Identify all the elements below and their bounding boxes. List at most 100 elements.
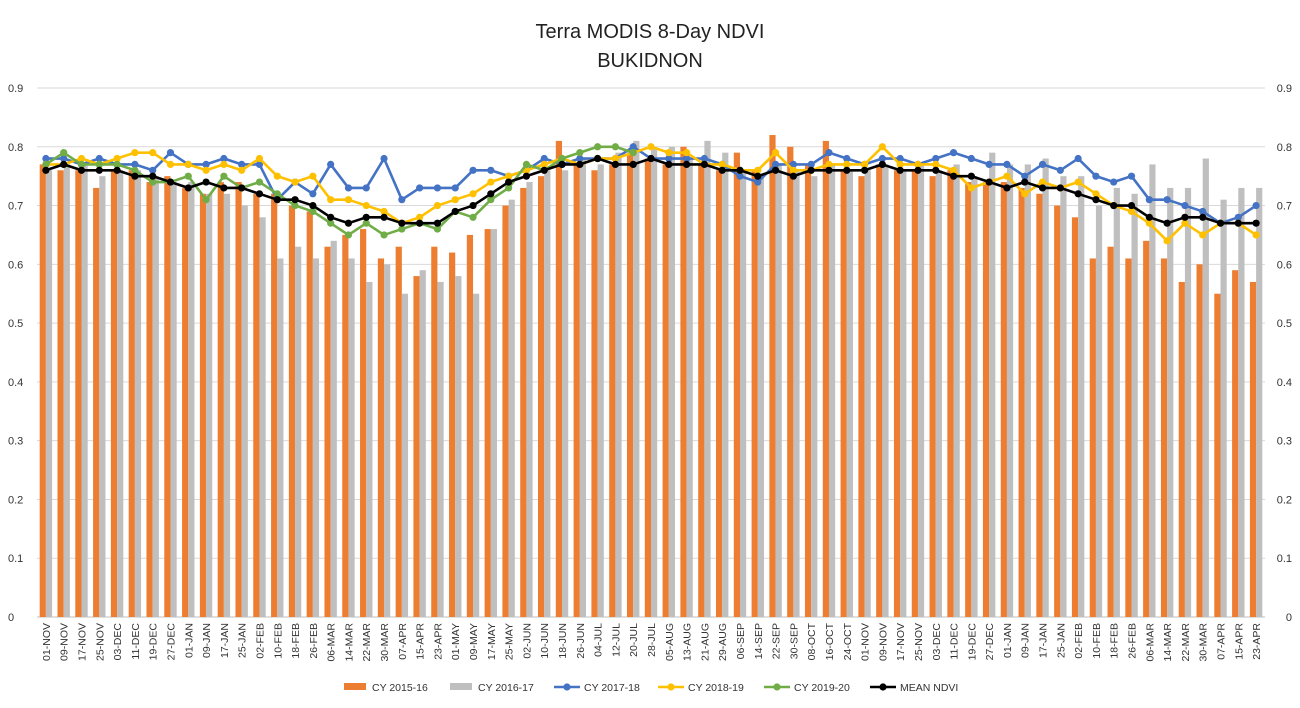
bar-cy-2016-17 — [1042, 158, 1049, 618]
bar-cy-2016-17 — [704, 140, 711, 617]
point-cy-2017-18 — [309, 190, 317, 198]
point-mean-ndvi — [1181, 213, 1189, 221]
point-mean-ndvi — [220, 184, 228, 192]
legend-item-cy-2018-19: CY 2018-19 — [658, 682, 744, 694]
point-cy-2017-18 — [451, 184, 459, 192]
x-tick-label: 01-JAN — [183, 623, 195, 658]
point-mean-ndvi — [166, 178, 175, 186]
x-tick-label: 14-MAR — [1162, 623, 1174, 662]
bar-cy-2015-16 — [822, 140, 829, 617]
bar-series — [39, 135, 1263, 618]
point-cy-2017-18 — [1181, 201, 1189, 210]
point-mean-ndvi — [291, 196, 299, 204]
point-mean-ndvi — [576, 160, 584, 169]
point-cy-2017-18 — [1145, 196, 1153, 204]
point-cy-2019-20 — [433, 225, 442, 233]
legend-item-cy-2017-18: CY 2017-18 — [554, 682, 640, 694]
x-tick-label: 26-FEB — [1127, 623, 1139, 659]
bar-cy-2016-17 — [1220, 199, 1227, 617]
legend-label-cy-2018-19: CY 2018-19 — [688, 682, 744, 694]
legend-swatch-cy-2016-17 — [450, 683, 472, 690]
x-tick-label: 10-FEB — [272, 623, 284, 659]
bar-cy-2016-17 — [508, 199, 515, 617]
bar-cy-2016-17 — [1060, 176, 1067, 617]
point-cy-2019-20 — [505, 184, 513, 192]
point-cy-2019-20 — [611, 143, 620, 151]
bar-cy-2016-17 — [651, 146, 658, 617]
point-cy-2017-18 — [985, 160, 993, 169]
point-mean-ndvi — [878, 160, 886, 169]
y-tick-label-left: 0.1 — [8, 553, 23, 565]
point-cy-2017-18 — [1092, 172, 1100, 180]
bar-cy-2016-17 — [277, 258, 284, 617]
point-mean-ndvi — [932, 166, 940, 174]
point-mean-ndvi — [611, 160, 620, 169]
bar-cy-2015-16 — [698, 164, 705, 617]
point-mean-ndvi — [647, 154, 655, 163]
point-mean-ndvi — [487, 190, 495, 198]
point-cy-2017-18 — [149, 166, 157, 174]
bar-cy-2015-16 — [75, 170, 82, 618]
point-mean-ndvi — [327, 213, 335, 221]
x-tick-label: 26-FEB — [308, 623, 320, 659]
bar-cy-2016-17 — [99, 176, 106, 617]
point-cy-2017-18 — [380, 154, 388, 163]
x-tick-label: 22-MAR — [361, 623, 373, 662]
point-cy-2017-18 — [1234, 213, 1242, 221]
point-cy-2019-20 — [487, 196, 495, 204]
legend-item-cy-2015-16: CY 2015-16 — [344, 682, 428, 694]
y-tick-label-left: 0.7 — [8, 201, 23, 213]
bar-cy-2015-16 — [502, 205, 509, 618]
point-mean-ndvi — [1056, 184, 1064, 192]
bar-cy-2015-16 — [893, 170, 901, 618]
x-tick-label: 02-JUN — [521, 623, 533, 659]
bar-cy-2015-16 — [288, 205, 296, 618]
x-tick-label: 15-APR — [415, 623, 427, 660]
point-cy-2018-19 — [327, 196, 335, 204]
y-tick-label-right: 0 — [1286, 612, 1292, 624]
point-cy-2018-19 — [220, 160, 228, 169]
bar-cy-2015-16 — [751, 170, 758, 618]
point-cy-2018-19 — [433, 201, 442, 210]
point-mean-ndvi — [131, 172, 139, 180]
bar-cy-2016-17 — [1149, 164, 1156, 617]
point-mean-ndvi — [771, 166, 780, 174]
point-cy-2017-18 — [949, 149, 958, 157]
bar-cy-2015-16 — [1178, 281, 1185, 617]
bar-cy-2015-16 — [876, 164, 883, 617]
point-mean-ndvi — [1021, 178, 1029, 186]
bar-cy-2015-16 — [342, 234, 349, 617]
bar-cy-2016-17 — [1238, 187, 1245, 617]
bar-cy-2016-17 — [793, 170, 800, 618]
bar-cy-2015-16 — [253, 193, 260, 618]
y-tick-label-left: 0.3 — [8, 436, 23, 448]
x-tick-label: 01-MAY — [450, 623, 462, 660]
bar-cy-2015-16 — [1214, 293, 1221, 617]
bar-cy-2015-16 — [840, 170, 847, 618]
point-mean-ndvi — [184, 184, 192, 192]
point-mean-ndvi — [380, 213, 388, 221]
point-cy-2018-19 — [77, 154, 86, 163]
x-tick-label: 17-NOV — [76, 623, 88, 661]
bar-cy-2016-17 — [1184, 187, 1192, 617]
x-tick-label: 25-NOV — [913, 623, 925, 661]
bar-cy-2016-17 — [45, 170, 53, 618]
x-tick-label: 25-MAY — [504, 623, 516, 660]
x-tick-label: 01-NOV — [41, 623, 53, 661]
bar-cy-2016-17 — [1113, 187, 1120, 617]
point-cy-2019-20 — [273, 190, 281, 198]
point-mean-ndvi — [629, 160, 637, 169]
x-tick-label: 10-JUN — [539, 623, 551, 659]
point-cy-2018-19 — [149, 149, 157, 157]
point-cy-2019-20 — [398, 225, 406, 233]
bar-cy-2016-17 — [401, 293, 409, 617]
point-cy-2017-18 — [665, 154, 673, 163]
bar-cy-2015-16 — [377, 258, 385, 617]
bar-cy-2015-16 — [57, 170, 64, 618]
y-tick-label-left: 0.9 — [8, 83, 23, 95]
bar-cy-2016-17 — [864, 170, 871, 618]
x-tick-label: 26-JUN — [575, 623, 587, 659]
point-cy-2017-18 — [255, 160, 264, 169]
x-tick-label: 27-DEC — [984, 623, 996, 661]
point-cy-2018-19 — [451, 196, 459, 204]
